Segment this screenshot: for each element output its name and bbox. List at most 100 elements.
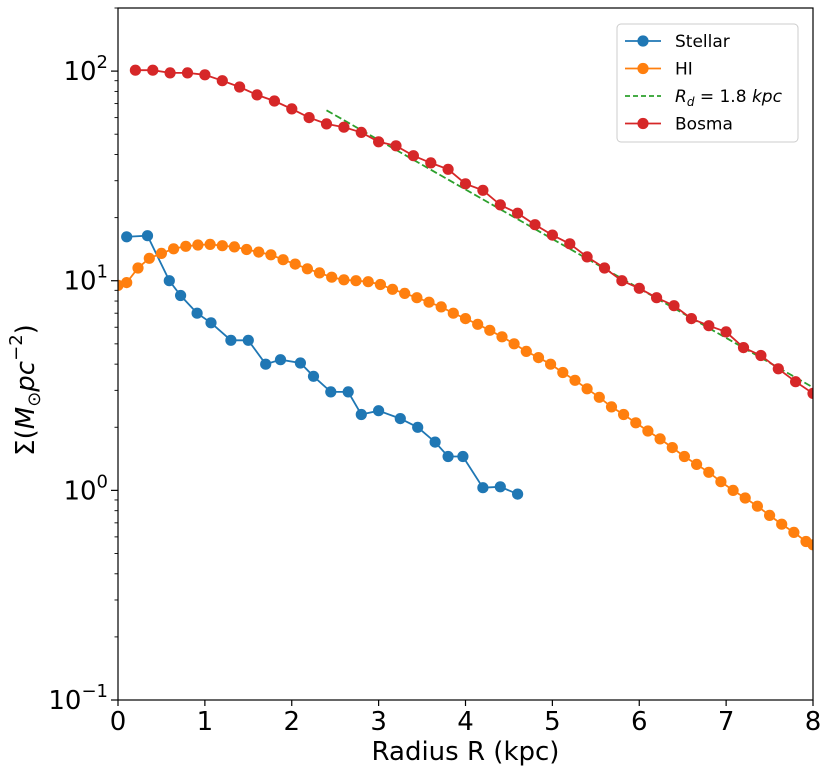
data-point [764,509,776,521]
data-point [355,408,367,421]
data-point [225,334,237,346]
data-point [790,376,802,388]
data-point [546,229,559,241]
data-point [472,318,484,330]
series-bosma [129,64,813,399]
data-point [654,433,666,445]
data-point [294,357,306,369]
data-point [727,484,739,496]
data-point [508,338,520,350]
data-point [715,476,727,488]
data-point [338,274,350,286]
x-tick-label: 6 [631,707,648,737]
data-point [204,238,216,250]
data-point [407,150,419,162]
data-point [511,207,524,219]
data-point [373,405,385,417]
data-point [703,320,715,332]
data-point [678,450,691,463]
data-point [739,492,751,504]
legend-label: Bosma [675,115,733,135]
legend-marker [637,117,649,130]
legend-item: Bosma [625,115,733,135]
data-point [253,246,265,258]
y-tick-label: 10−1 [48,681,108,716]
data-point [429,436,441,448]
x-tick-label: 8 [805,707,822,737]
y-axis-title: Σ(M⊙pc−2) [6,324,45,456]
x-tick-label: 0 [110,707,127,737]
data-point [350,275,362,287]
legend-marker [637,62,649,75]
data-point [355,126,367,138]
data-point [386,283,399,295]
legend-label: Stellar [675,32,730,52]
data-point [457,450,469,463]
data-point [181,67,194,79]
data-point [494,481,506,493]
data-point [373,136,385,148]
data-point [703,466,715,478]
data-point [755,349,767,362]
data-point [168,243,180,255]
data-point [529,219,541,231]
x-tick-label: 2 [283,707,300,737]
data-point [326,271,338,283]
data-point [180,240,192,252]
legend-marker [637,35,649,47]
data-point [807,387,813,399]
data-point [399,287,411,299]
data-point [192,239,204,251]
data-point [242,334,254,346]
data-point [442,450,454,463]
data-point [301,263,313,275]
data-point [390,140,402,152]
data-point [459,313,472,325]
legend-item: HI [625,60,693,80]
series-r-d-1-8-kpc [326,109,813,389]
data-point [228,241,240,253]
data-point [307,370,320,382]
data-point [668,300,680,312]
data-point [520,345,532,357]
series-line [326,109,813,389]
data-point [121,231,133,243]
data-point [447,307,459,319]
x-tick-label: 4 [457,707,474,737]
data-point [484,324,496,336]
data-point [581,383,593,395]
y-tick-label: 101 [63,262,108,297]
data-point [630,417,642,429]
data-point [557,366,569,379]
data-point [286,103,298,115]
x-tick-label: 5 [544,707,561,737]
data-point [342,386,354,398]
data-point [121,277,133,289]
data-point [593,391,605,403]
data-point [494,199,506,211]
data-point [720,326,732,338]
data-point [268,95,280,107]
y-tick-label: 100 [63,471,108,506]
data-point [776,518,788,530]
data-point [496,331,508,343]
series-line [118,243,813,546]
data-point [666,442,678,454]
data-point [374,278,386,291]
data-point [216,75,228,87]
data-point [175,289,187,302]
series-layer [118,64,813,551]
data-point [277,254,289,266]
data-point [807,539,813,551]
data-point [241,243,253,256]
data-point [313,267,326,279]
y-tick-label: 102 [63,52,108,87]
data-point [477,184,489,196]
data-point [265,249,277,261]
data-point [303,112,315,124]
legend-item: Rd = 1.8 kpc [625,87,783,109]
data-point [532,352,545,364]
x-tick-label: 7 [718,707,735,737]
data-point [205,317,217,329]
data-point [325,386,337,398]
